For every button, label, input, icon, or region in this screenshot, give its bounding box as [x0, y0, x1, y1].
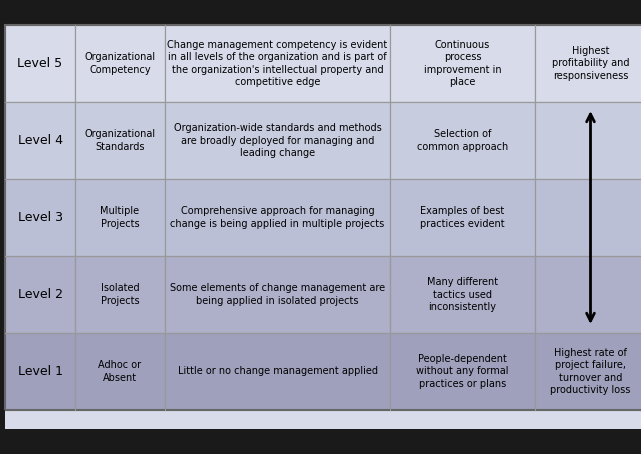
Bar: [535, 333, 641, 410]
Text: Organizational
Competency: Organizational Competency: [85, 52, 156, 75]
Text: Selection of
common approach: Selection of common approach: [417, 129, 508, 152]
Text: Continuous
process
improvement in
place: Continuous process improvement in place: [424, 40, 501, 87]
Bar: [75, 256, 165, 333]
Bar: [5, 25, 641, 410]
Text: Adhoc or
Absent: Adhoc or Absent: [99, 360, 142, 383]
Text: Organizational
Standards: Organizational Standards: [85, 129, 156, 152]
Bar: [165, 179, 390, 256]
Bar: [390, 102, 535, 179]
Bar: [5, 333, 75, 410]
Bar: [165, 25, 390, 102]
Text: Highest
profitability and
responsiveness: Highest profitability and responsiveness: [552, 46, 629, 81]
Bar: [535, 179, 641, 256]
Bar: [535, 256, 641, 333]
Bar: [390, 179, 535, 256]
Text: Isolated
Projects: Isolated Projects: [101, 283, 139, 306]
Bar: [75, 102, 165, 179]
Bar: [390, 25, 535, 102]
Bar: [165, 333, 390, 410]
Bar: [165, 256, 390, 333]
Text: Highest rate of
project failure,
turnover and
productivity loss: Highest rate of project failure, turnove…: [551, 348, 631, 395]
Bar: [5, 102, 75, 179]
Text: Level 3: Level 3: [17, 211, 63, 224]
Bar: [390, 333, 535, 410]
Text: Comprehensive approach for managing
change is being applied in multiple projects: Comprehensive approach for managing chan…: [171, 206, 385, 229]
Text: Organization-wide standards and methods
are broadly deployed for managing and
le: Organization-wide standards and methods …: [174, 123, 381, 158]
Text: Some elements of change management are
being applied in isolated projects: Some elements of change management are b…: [170, 283, 385, 306]
Text: Little or no change management applied: Little or no change management applied: [178, 366, 378, 376]
Bar: [5, 25, 75, 102]
Text: Multiple
Projects: Multiple Projects: [101, 206, 140, 229]
Bar: [165, 102, 390, 179]
Bar: [75, 25, 165, 102]
Bar: [75, 179, 165, 256]
Text: Level 1: Level 1: [17, 365, 63, 378]
Bar: [535, 25, 641, 102]
Text: Level 2: Level 2: [17, 288, 63, 301]
Text: Change management competency is evident
in all levels of the organization and is: Change management competency is evident …: [167, 40, 388, 87]
Bar: [535, 102, 641, 179]
Text: Level 5: Level 5: [17, 57, 63, 70]
Bar: [5, 179, 75, 256]
Bar: [5, 44, 641, 429]
Text: Examples of best
practices evident: Examples of best practices evident: [420, 206, 505, 229]
Text: Level 4: Level 4: [17, 134, 63, 147]
Text: Many different
tactics used
inconsistently: Many different tactics used inconsistent…: [427, 277, 498, 312]
Bar: [75, 333, 165, 410]
Bar: [5, 256, 75, 333]
Bar: [390, 256, 535, 333]
Text: People-dependent
without any formal
practices or plans: People-dependent without any formal prac…: [416, 354, 509, 389]
